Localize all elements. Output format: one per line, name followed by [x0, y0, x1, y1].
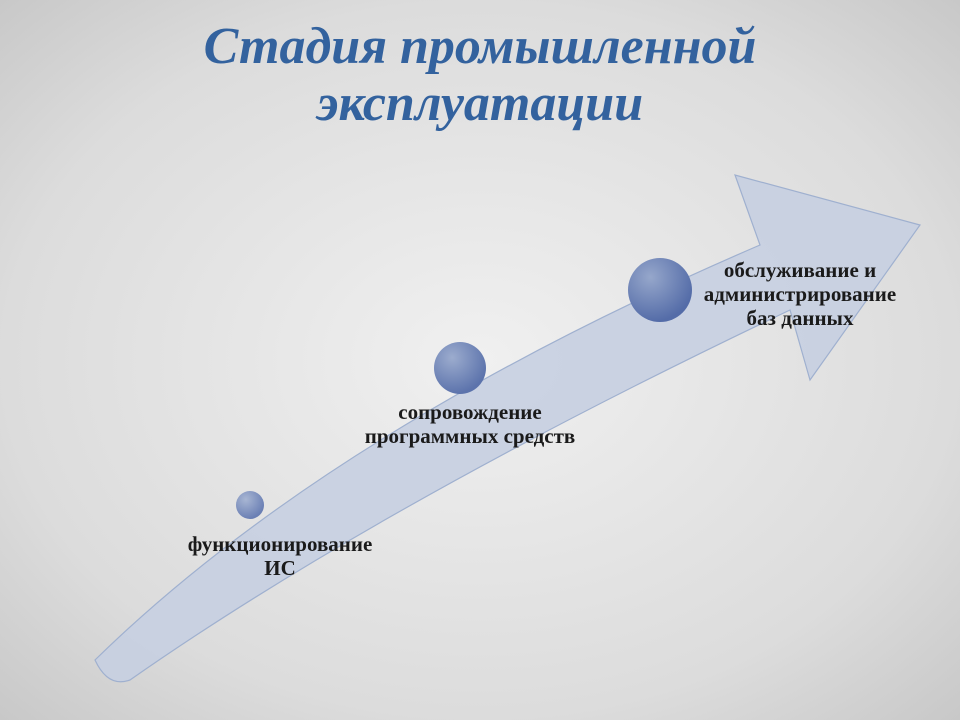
- node-0-text: функционирование: [188, 532, 373, 556]
- node-circle-0: [236, 491, 264, 519]
- node-label-2: обслуживание иадминистрированиебаз данны…: [680, 258, 920, 330]
- node-1-text: программных средств: [365, 424, 576, 448]
- node-2-text: администрирование: [704, 282, 896, 306]
- node-2-text: обслуживание и: [724, 258, 876, 282]
- node-2-text: баз данных: [747, 306, 854, 330]
- node-circle-1: [434, 342, 486, 394]
- node-1-text: сопровождение: [398, 400, 541, 424]
- node-label-0: функционированиеИС: [160, 532, 400, 580]
- node-0-text: ИС: [264, 556, 296, 580]
- arrow-diagram: [0, 0, 960, 720]
- node-label-1: сопровождениепрограммных средств: [330, 400, 610, 448]
